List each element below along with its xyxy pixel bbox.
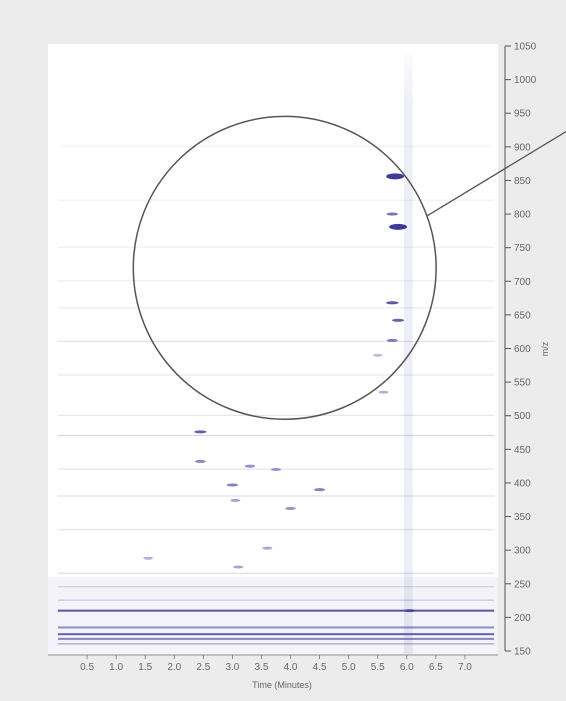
- y-tick-label-1050: 1050: [514, 42, 537, 53]
- axes-layer: 150 200 250 300 350 400 450 500 550 600 650 700 750 8…: [48, 42, 537, 673]
- x-tick-label-3.5: 3.5: [255, 662, 269, 673]
- y-tick-label-800: 800: [514, 210, 531, 221]
- x-tick-label-0.5: 0.5: [80, 662, 94, 673]
- y-tick-label-450: 450: [514, 445, 531, 456]
- y-tick-label-200: 200: [514, 613, 531, 624]
- peak-18: [372, 353, 383, 357]
- peak-5: [386, 338, 398, 342]
- y-tick-label-950: 950: [514, 109, 531, 120]
- peak-0: [389, 223, 408, 230]
- y-tick-label-150: 150: [514, 647, 531, 658]
- band-mz-700: [58, 280, 494, 282]
- band-mz-225: [58, 599, 494, 601]
- peak-6: [194, 430, 207, 434]
- x-tick-label-5.5: 5.5: [371, 662, 385, 673]
- y-tick-label-250: 250: [514, 579, 531, 590]
- band-mz-245: [58, 586, 494, 588]
- annotation-callout-line: [426, 130, 566, 217]
- y-tick-label-400: 400: [514, 478, 531, 489]
- y-tick-label-600: 600: [514, 344, 531, 355]
- annotation-layer: [132, 115, 566, 421]
- band-mz-210: [58, 609, 494, 612]
- peak-9: [244, 464, 256, 468]
- peak-8: [226, 483, 239, 487]
- peak-4: [391, 318, 405, 322]
- band-mz-900: [58, 145, 494, 148]
- band-mz-160: [58, 643, 494, 645]
- peak-19: [403, 609, 416, 613]
- band-mz-470: [58, 434, 494, 437]
- peak-15: [233, 565, 244, 569]
- band-mz-265: [58, 572, 494, 574]
- band-mz-500: [58, 414, 494, 416]
- band-mz-175: [58, 633, 494, 636]
- peak-10: [270, 468, 282, 471]
- x-tick-label-3: 3.0: [225, 662, 239, 673]
- band-mz-168: [58, 637, 494, 640]
- y-tick-label-500: 500: [514, 411, 531, 422]
- band-mz-610: [58, 340, 494, 342]
- peak-16: [143, 556, 154, 560]
- bands-layer: [48, 54, 498, 654]
- peak-14: [262, 546, 273, 550]
- peak-12: [285, 506, 296, 510]
- band-mz-185: [58, 626, 494, 629]
- top-fade: [48, 44, 498, 104]
- y-axis-label: m/z: [540, 341, 550, 356]
- x-tick-label-1.5: 1.5: [138, 662, 152, 673]
- y-tick-label-550: 550: [514, 378, 531, 389]
- y-tick-label-900: 900: [514, 142, 531, 153]
- x-tick-label-5: 5.0: [342, 662, 356, 673]
- annotation-circle: [132, 115, 437, 421]
- x-tick-label-2.5: 2.5: [196, 662, 210, 673]
- x-tick-label-6.5: 6.5: [429, 662, 443, 673]
- x-tick-label-2: 2.0: [167, 662, 181, 673]
- peak-13: [230, 498, 241, 502]
- peak-2: [386, 173, 405, 180]
- y-tick-label-300: 300: [514, 546, 531, 557]
- y-tick-label-750: 750: [514, 243, 531, 254]
- band-mz-330: [58, 529, 494, 531]
- elution-band: [403, 54, 413, 654]
- band-mz-380: [58, 495, 494, 497]
- band-mz-750: [58, 246, 494, 248]
- peak-1: [386, 212, 399, 216]
- peaks-layer: [143, 173, 416, 613]
- low-mz-haze: [48, 577, 498, 654]
- peak-3: [386, 301, 399, 305]
- x-tick-label-4.5: 4.5: [313, 662, 327, 673]
- y-tick-label-650: 650: [514, 310, 531, 321]
- x-axis-label: Time (Minutes): [252, 680, 312, 690]
- band-mz-820: [58, 199, 494, 201]
- x-tick-label-1: 1.0: [109, 662, 123, 673]
- x-tick-label-7: 7.0: [458, 662, 472, 673]
- y-tick-label-700: 700: [514, 277, 531, 288]
- band-mz-560: [58, 374, 494, 376]
- peak-7: [194, 459, 206, 463]
- plot-background: [48, 44, 498, 654]
- y-tick-label-1000: 1000: [514, 75, 537, 86]
- peak-17: [378, 390, 389, 394]
- x-tick-label-4: 4.0: [284, 662, 298, 673]
- y-tick-label-850: 850: [514, 176, 531, 187]
- x-tick-label-6: 6.0: [400, 662, 414, 673]
- y-tick-label-350: 350: [514, 512, 531, 523]
- band-mz-660: [58, 307, 494, 309]
- peak-11: [313, 488, 326, 492]
